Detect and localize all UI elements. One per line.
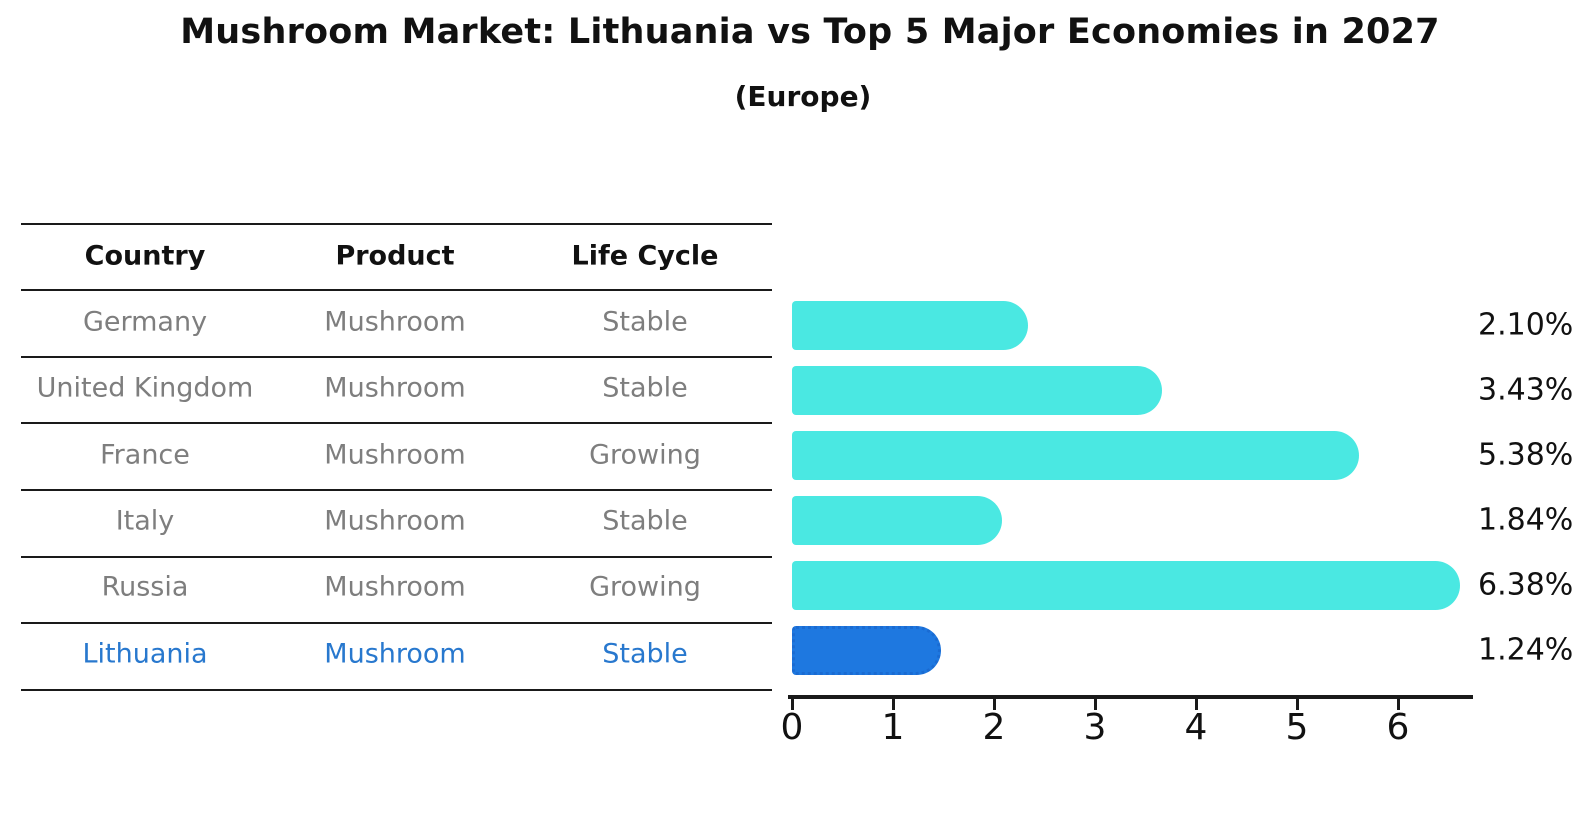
table-rule-0 <box>21 223 772 225</box>
bar-france <box>792 430 1360 480</box>
x-tick-3 <box>1093 699 1097 710</box>
cell-life-cycle-germany: Stable <box>602 306 688 338</box>
col-header-country: Country <box>84 240 206 272</box>
cell-product-germany: Mushroom <box>324 306 466 338</box>
x-tick-label-3: 3 <box>1083 707 1107 748</box>
cell-life-cycle-france: Growing <box>589 439 701 471</box>
cell-product-france: Mushroom <box>324 439 466 471</box>
table-rule-6 <box>21 622 772 624</box>
cell-life-cycle-italy: Stable <box>602 505 688 537</box>
cell-product-lithuania: Mushroom <box>324 638 466 670</box>
x-tick-6 <box>1396 699 1400 710</box>
cell-country-italy: Italy <box>115 505 175 537</box>
cell-country-united-kingdom: United Kingdom <box>36 372 254 404</box>
x-tick-label-4: 4 <box>1184 707 1208 748</box>
cell-life-cycle-united-kingdom: Stable <box>602 372 688 404</box>
bar-united-kingdom <box>792 365 1163 415</box>
cell-product-italy: Mushroom <box>324 505 466 537</box>
x-tick-4 <box>1194 699 1198 710</box>
cell-country-germany: Germany <box>82 306 208 338</box>
cell-country-lithuania: Lithuania <box>82 638 208 670</box>
x-tick-2 <box>992 699 996 710</box>
cell-product-russia: Mushroom <box>324 571 466 603</box>
value-label-germany: 2.10% <box>1478 307 1574 343</box>
table-rule-4 <box>21 489 772 491</box>
cell-life-cycle-russia: Growing <box>589 571 701 603</box>
table-rule-5 <box>21 556 772 558</box>
bar-germany <box>792 300 1029 350</box>
cell-country-france: France <box>100 439 190 471</box>
value-label-united-kingdom: 3.43% <box>1478 372 1574 408</box>
x-tick-label-1: 1 <box>881 707 905 748</box>
cell-life-cycle-lithuania: Stable <box>602 638 688 670</box>
x-tick-5 <box>1295 699 1299 710</box>
bar-italy <box>792 495 1002 545</box>
value-label-russia: 6.38% <box>1478 567 1574 603</box>
x-tick-label-2: 2 <box>982 707 1006 748</box>
cell-product-united-kingdom: Mushroom <box>324 372 466 404</box>
chart-subtitle: (Europe) <box>734 80 872 113</box>
table-rule-2 <box>21 356 772 358</box>
bar-lithuania <box>792 625 942 675</box>
x-tick-1 <box>891 699 895 710</box>
col-header-product: Product <box>335 240 455 272</box>
x-tick-0 <box>790 699 794 710</box>
x-tick-label-5: 5 <box>1285 707 1309 748</box>
x-tick-label-0: 0 <box>780 707 804 748</box>
x-axis-line <box>788 695 1473 699</box>
value-label-france: 5.38% <box>1478 437 1574 473</box>
table-rule-7 <box>21 689 772 691</box>
table-rule-1 <box>21 289 772 291</box>
cell-country-russia: Russia <box>101 571 189 603</box>
chart-title: Mushroom Market: Lithuania vs Top 5 Majo… <box>180 12 1440 52</box>
value-label-lithuania: 1.24% <box>1478 632 1574 668</box>
value-label-italy: 1.84% <box>1478 502 1574 538</box>
table-rule-3 <box>21 422 772 424</box>
x-tick-label-6: 6 <box>1386 707 1410 748</box>
col-header-life-cycle: Life Cycle <box>571 240 719 272</box>
bar-russia <box>792 560 1461 610</box>
